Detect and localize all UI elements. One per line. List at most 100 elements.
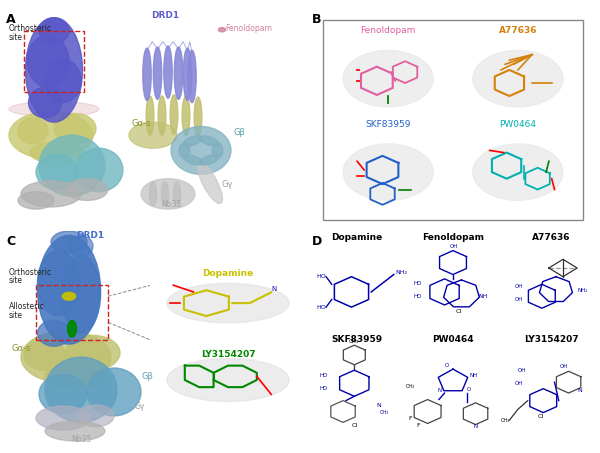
Ellipse shape	[149, 182, 157, 206]
Text: Cl: Cl	[538, 414, 544, 419]
Ellipse shape	[24, 340, 66, 370]
Ellipse shape	[143, 48, 151, 101]
Ellipse shape	[62, 292, 76, 300]
Ellipse shape	[200, 155, 219, 165]
Ellipse shape	[67, 321, 77, 337]
Text: F: F	[416, 423, 420, 428]
Ellipse shape	[473, 144, 563, 200]
Bar	[24, 31, 84, 92]
Ellipse shape	[141, 178, 195, 209]
Ellipse shape	[25, 18, 83, 122]
Text: DRD1: DRD1	[151, 11, 179, 20]
Ellipse shape	[164, 46, 172, 98]
Text: Fenoldopam: Fenoldopam	[361, 26, 416, 35]
Text: Gα-s: Gα-s	[12, 344, 31, 352]
Ellipse shape	[39, 18, 69, 44]
Text: OH: OH	[515, 381, 523, 386]
Text: Orthosteric: Orthosteric	[9, 268, 52, 276]
Ellipse shape	[154, 47, 162, 99]
Ellipse shape	[473, 50, 563, 107]
Text: HO: HO	[413, 294, 422, 299]
Ellipse shape	[45, 364, 105, 390]
Text: HO: HO	[413, 281, 422, 286]
Bar	[36, 285, 108, 340]
Ellipse shape	[343, 144, 433, 200]
Text: OH: OH	[449, 245, 458, 250]
Ellipse shape	[51, 231, 87, 253]
Text: PW0464: PW0464	[432, 335, 474, 344]
Text: Orthosteric: Orthosteric	[9, 24, 52, 33]
Ellipse shape	[9, 101, 99, 117]
Ellipse shape	[37, 320, 71, 346]
Ellipse shape	[9, 111, 93, 159]
Ellipse shape	[212, 143, 223, 158]
Ellipse shape	[45, 421, 105, 441]
Ellipse shape	[18, 192, 54, 209]
Text: OH: OH	[515, 297, 523, 302]
Text: HO: HO	[316, 274, 326, 279]
Text: Gγ: Gγ	[135, 402, 145, 411]
Text: N: N	[473, 424, 478, 429]
Ellipse shape	[30, 142, 84, 164]
Text: NH₂: NH₂	[577, 288, 587, 293]
Ellipse shape	[183, 155, 202, 165]
Text: HO: HO	[319, 386, 328, 391]
Ellipse shape	[45, 59, 81, 102]
Text: Cl: Cl	[456, 308, 462, 313]
Text: CH₃: CH₃	[349, 339, 359, 344]
Text: N: N	[437, 388, 442, 393]
Ellipse shape	[29, 87, 62, 118]
Text: CH₃: CH₃	[406, 384, 415, 389]
Ellipse shape	[188, 50, 196, 102]
Text: CH₃: CH₃	[501, 419, 510, 424]
Text: Gα-s: Gα-s	[132, 120, 151, 129]
Text: SKF83959: SKF83959	[332, 335, 383, 344]
Ellipse shape	[343, 50, 433, 107]
Ellipse shape	[175, 47, 182, 99]
Ellipse shape	[54, 113, 96, 144]
Text: Allosteric: Allosteric	[9, 302, 45, 311]
Text: Nb35: Nb35	[161, 200, 181, 209]
Text: N: N	[577, 388, 582, 393]
Text: SKF83959: SKF83959	[365, 120, 411, 129]
Text: A77636: A77636	[532, 233, 571, 242]
Ellipse shape	[197, 163, 223, 203]
Text: D: D	[312, 236, 322, 248]
Text: Fenoldopam: Fenoldopam	[225, 24, 272, 33]
Ellipse shape	[62, 255, 101, 333]
Ellipse shape	[173, 182, 181, 206]
Ellipse shape	[161, 182, 169, 206]
Text: Cl: Cl	[351, 423, 358, 428]
Ellipse shape	[27, 35, 69, 87]
Ellipse shape	[129, 122, 177, 148]
Ellipse shape	[183, 136, 202, 146]
Text: site: site	[9, 311, 23, 320]
Text: NH: NH	[470, 373, 478, 378]
Ellipse shape	[45, 357, 117, 422]
Ellipse shape	[75, 148, 123, 192]
Ellipse shape	[184, 48, 192, 101]
Text: LY3154207: LY3154207	[524, 335, 579, 344]
Ellipse shape	[179, 143, 190, 158]
Text: Gγ: Gγ	[222, 180, 233, 189]
Text: site: site	[9, 276, 23, 285]
Text: OH: OH	[518, 368, 526, 373]
Ellipse shape	[170, 95, 178, 134]
Ellipse shape	[36, 155, 78, 189]
Text: CH₃: CH₃	[380, 410, 389, 414]
Ellipse shape	[37, 236, 101, 344]
Ellipse shape	[66, 178, 108, 200]
Ellipse shape	[158, 96, 166, 135]
Text: PW0464: PW0464	[499, 120, 536, 129]
Text: Fenoldopam: Fenoldopam	[422, 233, 484, 242]
Ellipse shape	[18, 118, 48, 144]
Text: A: A	[6, 14, 16, 26]
Ellipse shape	[194, 97, 202, 136]
Text: B: B	[312, 14, 322, 26]
Text: N: N	[377, 403, 382, 408]
Text: OH: OH	[515, 284, 523, 289]
Text: Gβ: Gβ	[141, 372, 153, 381]
Text: Gβ: Gβ	[234, 128, 246, 137]
Text: A77636: A77636	[499, 26, 537, 35]
Ellipse shape	[39, 375, 87, 414]
